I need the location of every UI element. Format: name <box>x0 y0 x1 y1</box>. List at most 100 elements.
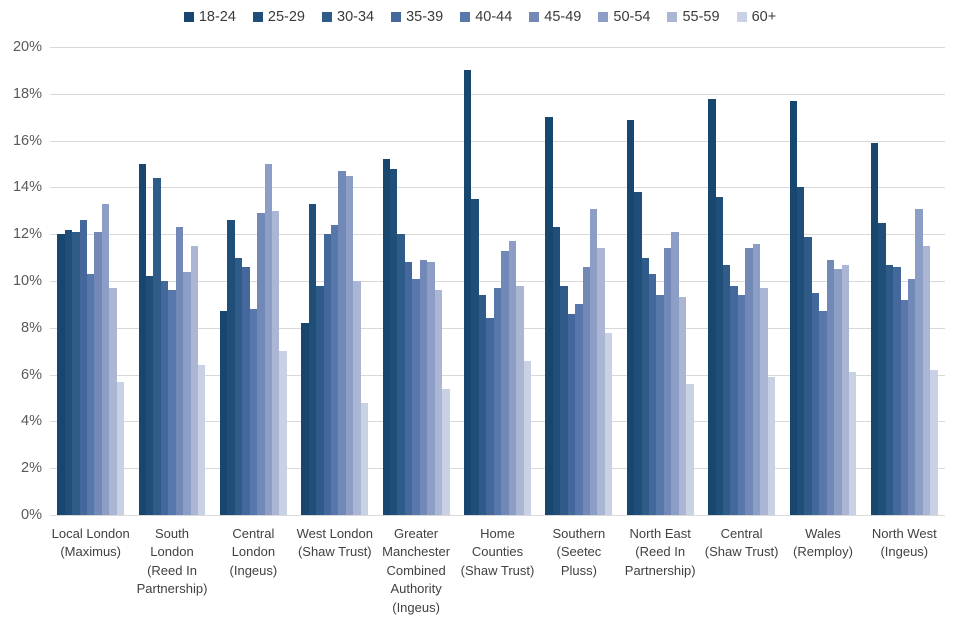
bar-55-59 <box>841 264 849 515</box>
legend-swatch-icon <box>252 12 263 22</box>
y-tick-label: 18% <box>12 85 42 102</box>
legend-swatch-icon <box>183 12 194 22</box>
bar-50-54 <box>752 243 761 515</box>
x-tick-label: South London (Reed In Partnership) <box>136 526 208 597</box>
x-tick-label: West London (Shaw Trust) <box>296 526 373 560</box>
bar-40-44 <box>412 278 420 515</box>
bar-18-24 <box>464 70 472 515</box>
bar-25-29 <box>634 192 642 515</box>
bar-50-54 <box>264 164 272 515</box>
bar-group <box>382 47 450 515</box>
gridline-14% <box>50 187 945 189</box>
bar-50-54 <box>834 269 842 515</box>
bar-55-59 <box>516 285 524 515</box>
legend-item-18-24: 18-24 <box>183 9 236 25</box>
bar-35-39 <box>811 292 820 515</box>
gridline-12% <box>50 234 945 236</box>
bar-18-24 <box>708 98 716 515</box>
bar-18-24 <box>545 117 553 515</box>
bar-30-34 <box>560 285 568 515</box>
bar-35-39 <box>160 281 169 515</box>
y-tick-label: 4% <box>21 413 42 430</box>
bar-50-54 <box>671 231 679 515</box>
bar-25-29 <box>796 187 805 515</box>
bar-60+ <box>686 384 694 515</box>
bar-45-49 <box>175 227 184 515</box>
bar-60+ <box>523 360 531 515</box>
bar-60+ <box>849 372 857 515</box>
chart-legend: 18-24 25-29 30-34 35-39 40-44 45-49 50-54 55-59… <box>0 9 960 25</box>
legend-label: 18-24 <box>198 9 236 25</box>
y-tick-label: 20% <box>12 39 42 55</box>
bar-45-49 <box>419 259 428 515</box>
bar-55-59 <box>434 290 443 515</box>
bar-40-44 <box>900 299 908 515</box>
bar-45-49 <box>826 259 835 515</box>
x-tick-label: Southern (Seetec Pluss) <box>552 526 606 578</box>
y-tick-label: 6% <box>21 366 42 383</box>
bar-25-29 <box>64 229 73 515</box>
legend-item-45-49: 45-49 <box>529 9 581 25</box>
legend-swatch-icon <box>736 12 747 22</box>
bar-18-24 <box>301 323 309 515</box>
x-tick-label: Home Counties (Shaw Trust) <box>460 526 535 578</box>
bar-60+ <box>279 351 287 515</box>
bar-group <box>789 47 857 515</box>
legend-label: 45-49 <box>544 9 582 25</box>
bar-60+ <box>360 402 369 515</box>
legend-label: 55-59 <box>682 9 720 25</box>
bar-40-44 <box>493 288 502 515</box>
bar-55-59 <box>109 288 117 515</box>
bar-55-59 <box>597 248 605 515</box>
bar-60+ <box>604 332 613 515</box>
bar-30-34 <box>804 236 812 515</box>
bar-35-39 <box>404 262 413 515</box>
bar-35-39 <box>79 220 87 515</box>
bar-25-29 <box>145 276 154 515</box>
bar-25-29 <box>227 220 235 515</box>
bar-50-54 <box>590 208 598 515</box>
bar-35-39 <box>242 267 250 515</box>
bar-60+ <box>767 376 776 515</box>
legend-item-55-59: 55-59 <box>667 9 720 25</box>
x-tick-label: Local London (Maximus) <box>51 526 130 560</box>
legend-label: 35-39 <box>406 9 444 25</box>
bar-group <box>626 47 694 515</box>
x-tick-label: Wales (Remploy) <box>793 526 853 560</box>
bar-25-29 <box>715 196 723 515</box>
bar-45-49 <box>582 267 591 515</box>
bar-18-24 <box>626 119 635 515</box>
legend-swatch-icon <box>460 12 471 22</box>
legend-item-40-44: 40-44 <box>460 9 512 25</box>
gridline-0% <box>50 515 945 516</box>
bar-18-24 <box>57 234 65 515</box>
bar-50-54 <box>427 262 435 515</box>
bar-18-24 <box>219 311 228 515</box>
bar-group <box>870 47 938 515</box>
y-tick-label: 8% <box>21 319 42 336</box>
legend-swatch-icon <box>667 12 678 22</box>
bar-35-39 <box>323 234 332 515</box>
bar-group <box>138 47 206 515</box>
bar-30-34 <box>72 231 80 515</box>
bar-30-34 <box>153 178 161 515</box>
bar-18-24 <box>789 100 797 515</box>
legend-item-60+: 60+ <box>736 9 776 25</box>
bar-40-44 <box>249 309 258 515</box>
bar-45-49 <box>94 231 102 515</box>
legend-swatch-icon <box>529 12 540 22</box>
bar-55-59 <box>760 288 768 515</box>
bar-55-59 <box>353 281 361 515</box>
bar-35-39 <box>893 267 901 515</box>
bar-55-59 <box>271 210 280 515</box>
bar-25-29 <box>390 168 398 515</box>
bar-55-59 <box>190 245 198 515</box>
legend-swatch-icon <box>391 12 402 22</box>
bar-25-29 <box>471 199 479 515</box>
bar-50-54 <box>508 241 517 515</box>
bar-45-49 <box>663 248 672 515</box>
y-tick-label: 0% <box>21 507 42 523</box>
bar-group <box>301 47 369 515</box>
bar-50-54 <box>915 208 923 515</box>
